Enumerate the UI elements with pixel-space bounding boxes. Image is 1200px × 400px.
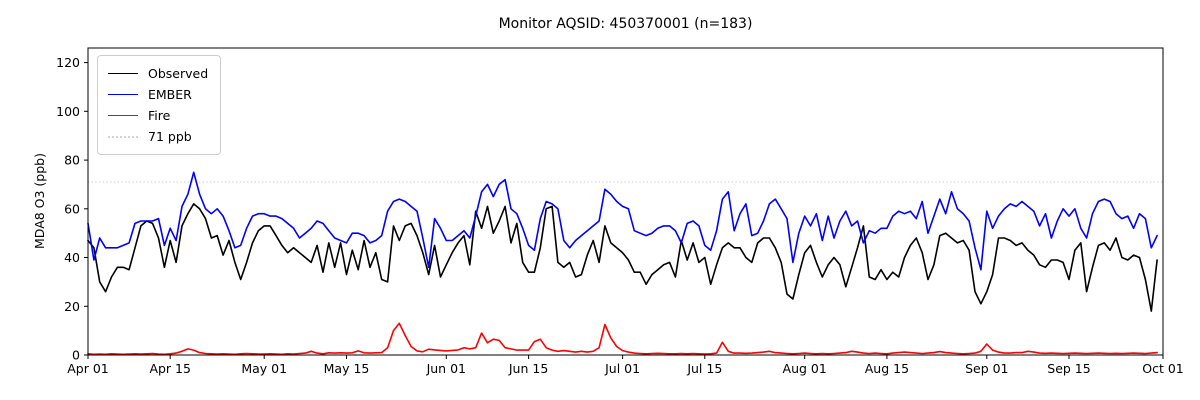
chart-title: Monitor AQSID: 450370001 (n=183) [498, 16, 753, 32]
x-tick-label: Jun 01 [426, 361, 466, 376]
legend-line-fire [108, 115, 138, 116]
legend-item-observed: Observed [108, 63, 208, 84]
x-tick-label: Sep 15 [1047, 361, 1090, 376]
x-tick-label: Apr 15 [149, 361, 191, 376]
y-tick-label: 120 [56, 55, 80, 70]
legend-line-observed [108, 73, 138, 74]
series-line-fire [87, 322, 1158, 356]
x-tick-label: Jul 01 [604, 361, 640, 376]
axes-border [87, 47, 1164, 356]
y-tick-label: 100 [56, 104, 80, 119]
legend-item-71ppb: 71 ppb [108, 126, 208, 147]
y-tick-label: 0 [72, 348, 80, 363]
x-tick-label: May 01 [241, 361, 287, 376]
legend-label-observed: Observed [148, 66, 209, 81]
y-tick-label: 20 [64, 299, 80, 314]
y-tick-label: 80 [64, 153, 80, 168]
y-axis-label: MDA8 O3 (ppb) [32, 153, 47, 249]
legend: Observed EMBER Fire 71 ppb [97, 55, 222, 155]
series-line-ember [87, 171, 1158, 271]
legend-item-ember: EMBER [108, 84, 208, 105]
x-tick-label: Jul 15 [686, 361, 722, 376]
x-tick-label: Apr 01 [67, 361, 109, 376]
y-tick-label: 40 [64, 250, 80, 265]
legend-label-71ppb: 71 ppb [148, 129, 192, 144]
x-tick-label: Aug 01 [783, 361, 827, 376]
legend-line-ember [108, 94, 138, 95]
x-tick-label: Jun 15 [508, 361, 548, 376]
legend-label-ember: EMBER [148, 87, 192, 102]
legend-line-71ppb-threshold [108, 135, 138, 138]
x-tick-label: Sep 01 [965, 361, 1008, 376]
x-tick-label: Aug 15 [865, 361, 909, 376]
y-tick-label: 60 [64, 201, 80, 216]
series-line-observed [87, 203, 1158, 312]
x-tick-label: May 15 [324, 361, 370, 376]
legend-label-fire: Fire [148, 108, 171, 123]
x-tick-label: Oct 01 [1142, 361, 1184, 376]
legend-item-fire: Fire [108, 105, 208, 126]
